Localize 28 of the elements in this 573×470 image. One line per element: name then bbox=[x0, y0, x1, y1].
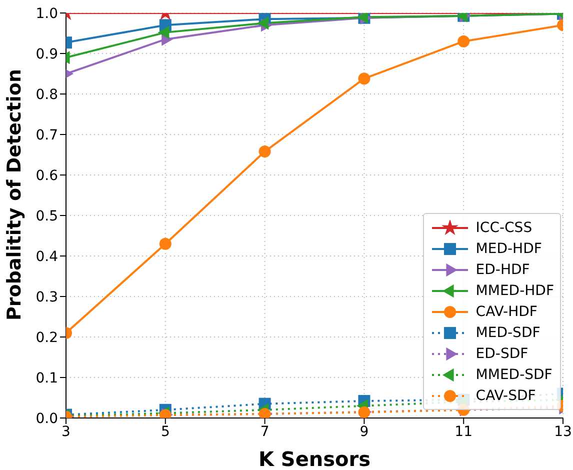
legend-label: ICC-CSS bbox=[476, 220, 532, 236]
y-tick-label: 0.0 bbox=[36, 410, 58, 427]
x-tick-label: 3 bbox=[62, 424, 70, 440]
y-axis-title: Probalitity of Detection bbox=[4, 69, 26, 320]
y-tick-label: 0.6 bbox=[36, 168, 58, 184]
y-tick-label: 1.0 bbox=[36, 6, 58, 22]
legend-label: CAV-SDF bbox=[476, 388, 536, 404]
legend-label: MED-HDF bbox=[476, 240, 542, 256]
x-tick-label: 5 bbox=[160, 424, 170, 440]
legend-label: MMED-SDF bbox=[476, 366, 552, 382]
legend-label: ED-HDF bbox=[476, 262, 530, 278]
x-axis-title: K Sensors bbox=[258, 447, 371, 470]
legend-label: MMED-HDF bbox=[476, 282, 554, 298]
legend-label: CAV-HDF bbox=[476, 304, 538, 320]
x-tick-label: 11 bbox=[454, 424, 473, 440]
legend-label: ED-SDF bbox=[476, 346, 528, 362]
y-tick-label: 0.7 bbox=[36, 127, 58, 144]
y-tick-label: 0.9 bbox=[36, 46, 58, 62]
x-tick-label: 13 bbox=[554, 424, 572, 440]
x-tick-label: 9 bbox=[360, 424, 369, 440]
y-tick-label: 0.4 bbox=[36, 248, 58, 265]
y-tick-label: 0.3 bbox=[36, 289, 58, 306]
x-tick-label: 7 bbox=[260, 424, 270, 440]
y-tick-label: 0.5 bbox=[36, 208, 58, 224]
y-tick-label: 0.2 bbox=[36, 330, 58, 346]
y-tick-label: 0.1 bbox=[36, 370, 58, 386]
y-tick-label: 0.8 bbox=[36, 86, 58, 103]
legend-label: MED-SDF bbox=[476, 324, 540, 340]
